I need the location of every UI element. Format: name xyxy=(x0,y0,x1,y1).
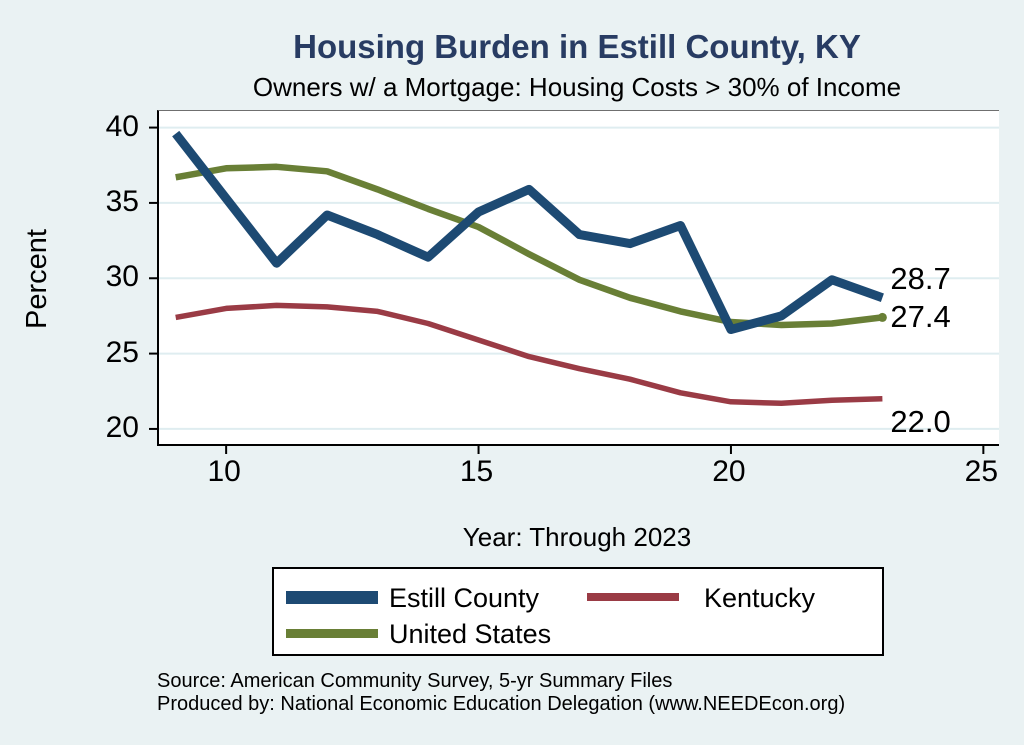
series-end-label-kentucky: 22.0 xyxy=(890,403,951,439)
y-tick-label: 25 xyxy=(105,335,139,369)
x-tick-label: 15 xyxy=(459,455,494,488)
legend-label-united-states: United States xyxy=(389,619,552,649)
legend-swatch-estill-county xyxy=(286,591,378,604)
chart-title: Housing Burden in Estill County, KY xyxy=(293,28,861,65)
legend-box: Estill County Kentucky United States xyxy=(272,567,884,656)
series-end-label-estill-county: 28.7 xyxy=(890,260,951,296)
x-tick-label: 10 xyxy=(207,455,241,488)
chart-subtitle: Owners w/ a Mortgage: Housing Costs > 30… xyxy=(252,72,902,102)
source-note: Source: American Community Survey, 5-yr … xyxy=(157,670,977,716)
plot-area xyxy=(149,110,999,454)
y-axis-title: Percent xyxy=(21,229,53,329)
series-end-marker-united-states xyxy=(877,312,887,322)
series-end-label-united-states: 27.4 xyxy=(890,299,951,335)
x-tick-label: 20 xyxy=(712,455,746,488)
legend-label-estill-county: Estill County xyxy=(389,583,540,613)
legend-label-kentucky: Kentucky xyxy=(704,583,816,613)
series-line-estill-county xyxy=(172,130,884,334)
source-line-2: Produced by: National Economic Education… xyxy=(157,693,846,715)
y-tick-label: 40 xyxy=(105,109,139,143)
series-line-kentucky xyxy=(175,302,883,407)
y-tick-label: 35 xyxy=(105,184,139,218)
legend-swatch-united-states xyxy=(286,629,378,638)
x-axis-title: Year: Through 2023 xyxy=(462,522,692,552)
y-tick-label: 20 xyxy=(105,410,139,444)
source-line-1: Source: American Community Survey, 5-yr … xyxy=(157,670,673,692)
plot-canvas xyxy=(149,126,999,454)
x-tick-label: 25 xyxy=(964,455,999,488)
y-tick-label: 30 xyxy=(105,260,139,294)
legend-swatch-kentucky xyxy=(587,593,679,601)
